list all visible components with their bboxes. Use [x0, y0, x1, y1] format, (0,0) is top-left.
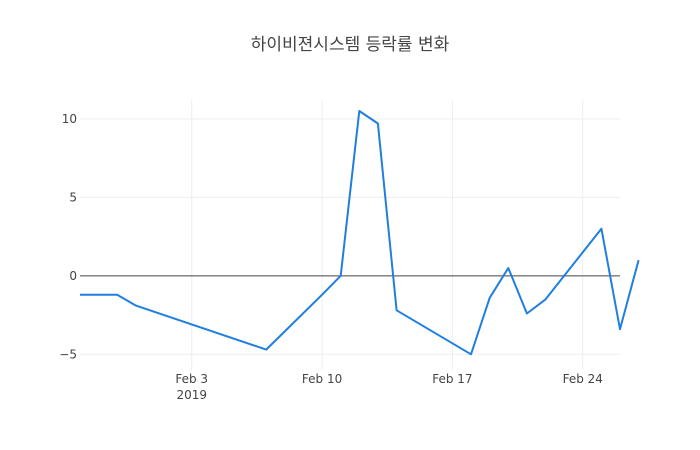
data-point — [600, 228, 602, 230]
data-point — [79, 294, 81, 296]
x-tick-label: Feb 24 — [563, 372, 603, 386]
data-point — [619, 328, 621, 330]
x-tick-label: Feb 3 — [175, 372, 208, 386]
data-point — [638, 259, 640, 261]
data-point — [265, 349, 267, 351]
series-layer — [79, 110, 640, 356]
y-tick-label: 0 — [69, 269, 77, 283]
data-point — [526, 312, 528, 314]
y-tick-label: 5 — [69, 190, 77, 204]
x-tick-label: Feb 10 — [302, 372, 342, 386]
y-tick-label: −5 — [59, 347, 77, 361]
data-point — [545, 298, 547, 300]
data-point — [340, 275, 342, 277]
data-point — [321, 294, 323, 296]
data-point — [135, 305, 137, 307]
data-point — [377, 123, 379, 125]
data-point — [116, 294, 118, 296]
x-tick-label: Feb 17 — [432, 372, 472, 386]
x-tick-sublabel: 2019 — [176, 388, 207, 402]
chart-title: 하이비젼시스템 등락률 변화 — [251, 35, 450, 55]
grid-layer — [80, 100, 620, 370]
data-point — [396, 309, 398, 311]
data-point — [507, 267, 509, 269]
series-line — [80, 110, 640, 356]
axis-layer: Feb 3 2019 Feb 10 Feb 17 Feb 24 10 5 0 −5 — [59, 112, 603, 402]
y-tick-label: 10 — [62, 112, 77, 126]
data-point — [358, 110, 360, 112]
data-point — [489, 297, 491, 299]
data-point — [470, 353, 472, 355]
